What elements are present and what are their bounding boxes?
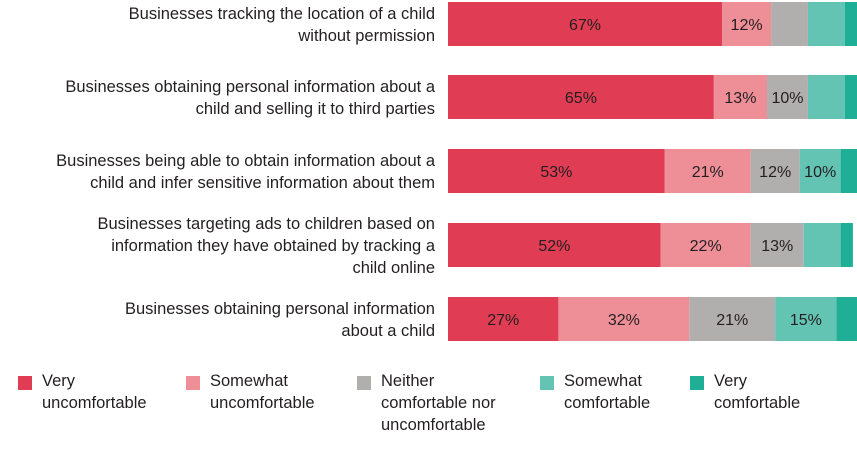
category-label: child online [352,259,435,277]
data-label: 67% [569,17,601,34]
bar-segment [750,149,800,193]
bar-segment [807,75,845,119]
data-label: 15% [790,312,822,329]
chart-legend: Very uncomfortable Somewhat uncomfortabl… [0,370,857,454]
data-label: 32% [608,312,640,329]
category-label: child and selling it to third parties [196,100,435,118]
category-label: Businesses obtaining personal informatio… [125,300,435,318]
legend-item-somewhat-uncomfortable: Somewhat uncomfortable [186,370,315,414]
category-label: without permission [297,27,435,45]
data-label: 53% [540,164,572,181]
bar-segment [767,75,808,119]
legend-label: Very uncomfortable [42,372,147,412]
bar-segment [558,297,690,341]
legend-swatch [18,376,32,390]
bar-segment [448,75,714,119]
data-label: 27% [487,312,519,329]
legend-swatch [186,376,200,390]
data-label: 10% [804,164,836,181]
data-label: 12% [731,17,763,34]
bar-segment [713,75,768,119]
stacked-bar-chart: Businesses tracking the location of a ch… [56,2,857,341]
bar-segment [664,149,751,193]
bar-segment [448,2,723,46]
legend-swatch [540,376,554,390]
data-label: 65% [565,90,597,107]
bar-segment [799,149,841,193]
legend-item-very-comfortable: Very comfortable [690,370,800,414]
bar-segment [840,223,853,267]
bar-segment [771,2,808,46]
data-label: 21% [716,312,748,329]
category-label: information they have obtained by tracki… [111,237,436,255]
data-label: 13% [761,238,793,255]
bar-segment [448,223,661,267]
bar-segment [750,223,804,267]
data-label: 52% [538,238,570,255]
bar-segment [844,75,857,119]
category-label: child and infer sensitive information ab… [90,174,435,192]
category-label: Businesses being able to obtain informat… [56,152,436,170]
bar-segment [689,297,776,341]
legend-label: Somewhat uncomfortable [210,372,315,412]
bar-segment [775,297,837,341]
legend-item-very-uncomfortable: Very uncomfortable [18,370,147,414]
bar-segment [803,223,841,267]
data-label: 13% [724,90,756,107]
legend-item-neither: Neither comfortable nor uncomfortable [357,370,496,436]
legend-item-somewhat-comfortable: Somewhat comfortable [540,370,650,414]
data-label: 12% [759,164,791,181]
legend-label: Somewhat comfortable [564,372,651,412]
bar-segment [836,297,857,341]
bar-segment [660,223,751,267]
bar-segment [448,149,665,193]
legend-swatch [690,376,704,390]
data-label: 21% [692,164,724,181]
legend-label: Neither comfortable nor uncomfortable [381,372,496,434]
category-label: Businesses tracking the location of a ch… [129,5,435,23]
bar-segment [844,2,857,46]
bar-segment [807,2,845,46]
legend-label: Very comfortable [714,372,801,412]
bar-segment [840,149,857,193]
data-label: 10% [771,90,803,107]
bar-segment [448,297,559,341]
category-label: Businesses targeting ads to children bas… [97,215,435,233]
category-label: Businesses obtaining personal informatio… [65,78,435,96]
data-label: 22% [690,238,722,255]
legend-swatch [357,376,371,390]
bar-segment [722,2,772,46]
category-label: about a child [341,322,435,340]
